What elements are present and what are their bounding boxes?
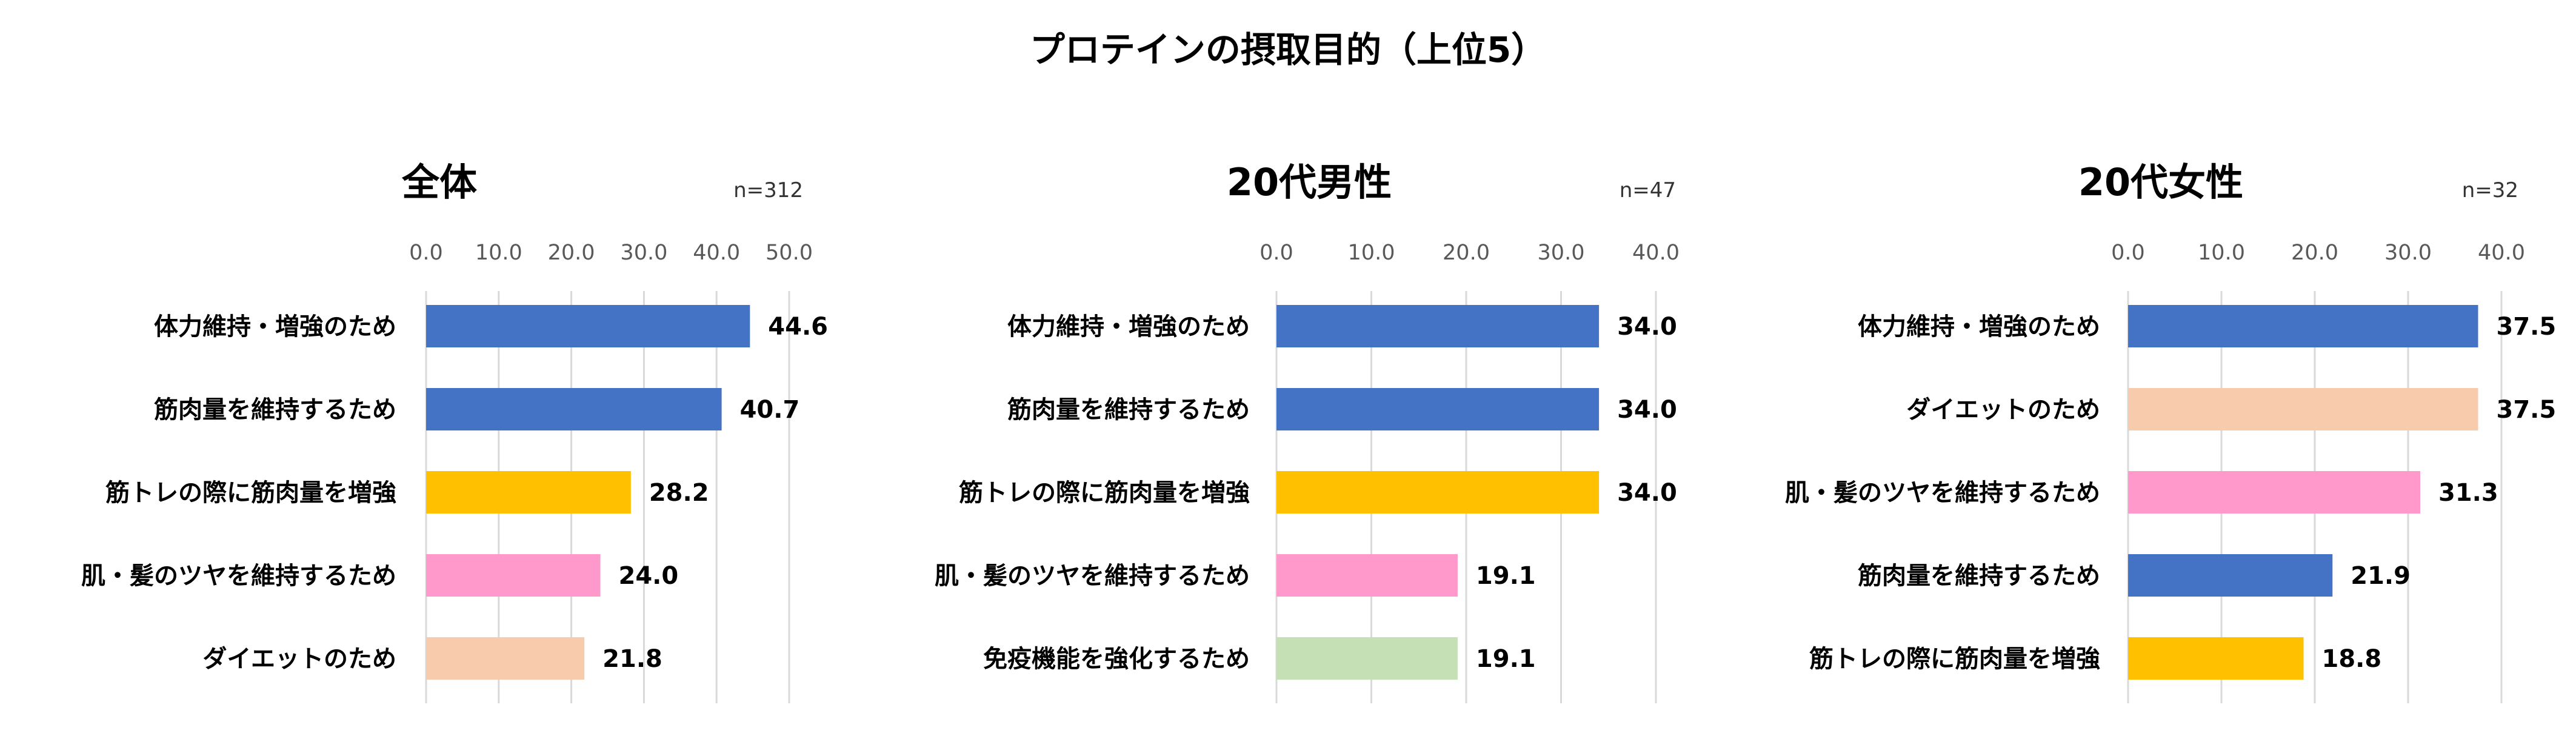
data-label: 31.3 bbox=[2438, 479, 2498, 507]
data-label: 24.0 bbox=[619, 562, 679, 590]
category-label: 肌・髪のツヤを維持するため bbox=[81, 562, 396, 590]
category-label: 体力維持・増強のため bbox=[1858, 313, 2100, 341]
data-label: 34.0 bbox=[1617, 313, 1677, 341]
data-label: 37.5 bbox=[2497, 396, 2557, 424]
sample-size-label: n=32 bbox=[2462, 178, 2518, 202]
category-label: 筋肉量を維持するため bbox=[1007, 396, 1250, 424]
x-tick-label: 40.0 bbox=[1632, 241, 1680, 265]
category-label: 筋トレの際に筋肉量を増強 bbox=[1809, 645, 2100, 673]
bar bbox=[1276, 471, 1600, 514]
x-tick-label: 30.0 bbox=[620, 241, 667, 265]
main-title: プロテインの摂取目的（上位5） bbox=[1030, 29, 1546, 70]
data-label: 18.8 bbox=[2322, 645, 2382, 673]
bar bbox=[1276, 388, 1600, 430]
x-tick-label: 10.0 bbox=[1348, 241, 1395, 265]
bar bbox=[2128, 554, 2333, 597]
panel-title: 全体 bbox=[401, 160, 477, 204]
data-label: 28.2 bbox=[649, 479, 709, 507]
sample-size-label: n=312 bbox=[733, 178, 803, 202]
category-label: 筋肉量を維持するため bbox=[1858, 562, 2100, 590]
panel-title: 20代男性 bbox=[1227, 160, 1392, 204]
x-tick-label: 0.0 bbox=[1260, 241, 1293, 265]
data-label: 44.6 bbox=[768, 313, 828, 341]
x-tick-label: 40.0 bbox=[2478, 241, 2525, 265]
data-label: 21.9 bbox=[2351, 562, 2411, 590]
bar bbox=[1276, 305, 1600, 347]
bar bbox=[2128, 637, 2304, 680]
x-tick-label: 30.0 bbox=[1538, 241, 1585, 265]
bar bbox=[1276, 637, 1458, 680]
data-label: 40.7 bbox=[740, 396, 800, 424]
x-tick-label: 20.0 bbox=[1443, 241, 1490, 265]
category-label: 筋トレの際に筋肉量を増強 bbox=[105, 479, 396, 507]
data-label: 19.1 bbox=[1476, 645, 1536, 673]
data-label: 19.1 bbox=[1476, 562, 1536, 590]
category-label: ダイエットのため bbox=[202, 645, 396, 673]
bar bbox=[426, 471, 631, 514]
category-label: 筋トレの際に筋肉量を増強 bbox=[959, 479, 1250, 507]
bar bbox=[1276, 554, 1458, 597]
x-tick-label: 0.0 bbox=[409, 241, 443, 265]
category-label: 肌・髪のツヤを維持するため bbox=[935, 562, 1250, 590]
x-tick-label: 10.0 bbox=[2198, 241, 2245, 265]
sample-size-label: n=47 bbox=[1620, 178, 1676, 202]
bar bbox=[426, 305, 750, 347]
x-tick-label: 0.0 bbox=[2111, 241, 2145, 265]
x-tick-label: 40.0 bbox=[693, 241, 740, 265]
category-label: ダイエットのため bbox=[1906, 396, 2100, 424]
data-label: 21.8 bbox=[602, 645, 662, 673]
bar bbox=[426, 637, 585, 680]
data-label: 34.0 bbox=[1617, 479, 1677, 507]
bar bbox=[426, 388, 722, 430]
x-tick-label: 50.0 bbox=[766, 241, 813, 265]
x-tick-label: 20.0 bbox=[548, 241, 595, 265]
bar bbox=[2128, 305, 2478, 347]
bar bbox=[2128, 471, 2421, 514]
category-label: 筋肉量を維持するため bbox=[154, 396, 396, 424]
panel-title: 20代女性 bbox=[2078, 160, 2243, 204]
x-tick-label: 10.0 bbox=[475, 241, 522, 265]
category-label: 免疫機能を強化するため bbox=[983, 645, 1250, 673]
x-tick-label: 30.0 bbox=[2384, 241, 2432, 265]
bar bbox=[2128, 388, 2478, 430]
category-label: 体力維持・増強のため bbox=[1007, 313, 1250, 341]
category-label: 体力維持・増強のため bbox=[154, 313, 396, 341]
data-label: 34.0 bbox=[1617, 396, 1677, 424]
category-label: 肌・髪のツヤを維持するため bbox=[1785, 479, 2100, 507]
data-label: 37.5 bbox=[2497, 313, 2557, 341]
bar bbox=[426, 554, 601, 597]
x-tick-label: 20.0 bbox=[2291, 241, 2338, 265]
